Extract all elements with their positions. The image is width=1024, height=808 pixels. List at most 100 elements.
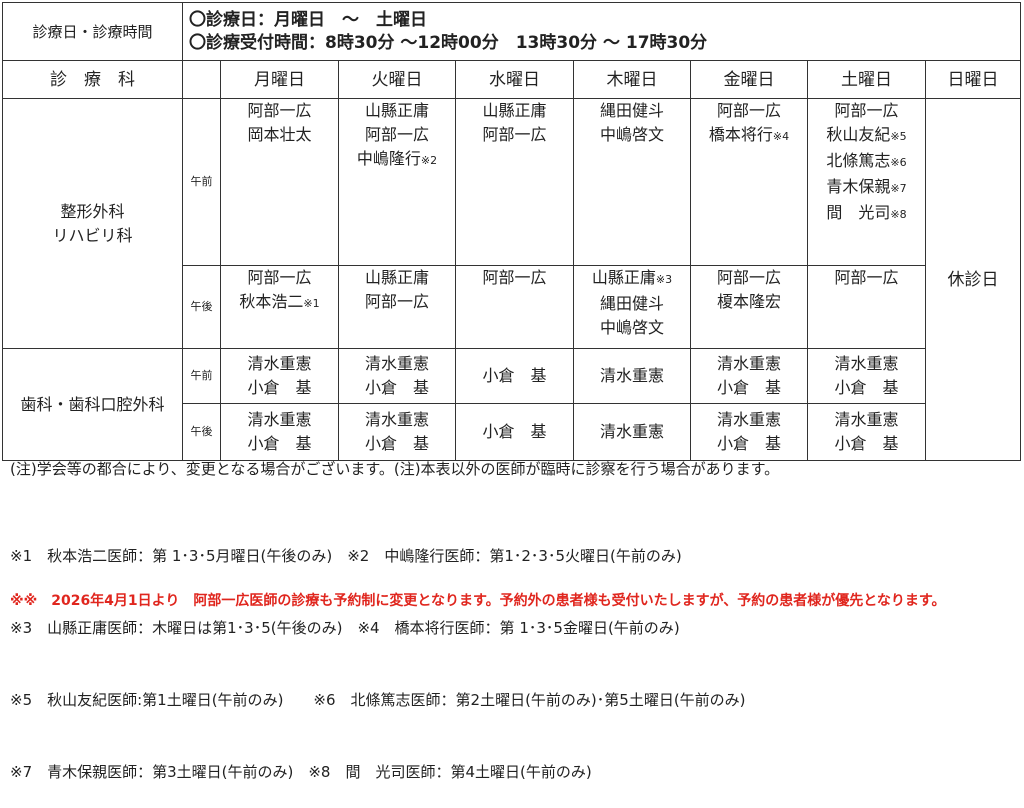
footnote: ※3 山縣正庸医師：木曜日は第1･3･5(午後のみ) ※4 橋本将行医師：第 1… [10,619,680,637]
doctor-name: 小倉 基 [716,434,781,453]
footnote: ※7 青木保親医師：第3土曜日(午前のみ) ※8 間 光司医師：第4土曜日(午前… [10,763,592,781]
doctor-name: 小倉 基 [247,434,312,453]
doctor-name: 清水重憲 [716,354,781,373]
doctor-name: 中嶋啓文 [599,318,664,337]
doctor-name: 秋本浩二※1 [239,292,320,311]
schedule-row: 午後 阿部一広 秋本浩二※1 山縣正庸 阿部一広 阿部一広 山縣正庸※3 縄田健斗 中嶋啓文 阿部… [3,265,1021,349]
schedule-cell: 小倉 基 [455,403,574,461]
doctor-name: 清水重憲 [247,354,312,373]
schedule-cell: 清水重憲 小倉 基 [220,348,339,404]
period-label: 午前 [182,98,221,266]
doctor-name: 小倉 基 [482,366,547,385]
schedule-cell: 阿部一広橋本将行※4 [690,98,808,266]
day-header: 月曜日 [220,60,339,99]
reservation-notice: ※※ 2026年4月1日より 阿部一広医師の診療も予約制に変更となります。予約外… [10,593,946,609]
schedule-table: 診療日・診療時間 〇診療日：月曜日 ～ 土曜日 〇診療受付時間：8時30分 ～12… [2,2,1022,461]
department-name-line: 歯科・歯科口腔外科 [20,394,165,414]
day-header: 木曜日 [573,60,691,99]
doctor-name: 小倉 基 [364,378,429,397]
schedule-cell: 清水重憲 小倉 基 [220,403,339,461]
doctor-name: 山縣正庸 [364,268,429,287]
doctor-name: 阿部一広 [482,125,547,144]
doctor-name: 清水重憲 [599,422,664,441]
doctor-name: 清水重憲 [716,410,781,429]
doctor-name: 阿部一広 [716,101,781,120]
doctor-name: 阿部一広 [482,268,547,287]
general-note: (注)学会等の都合により、変更となる場合がございます。(注)本表以外の医師が臨時… [10,460,780,478]
schedule-cell: 阿部一広 秋山友紀※5 北條篤志※6 青木保親※7 間 光司※8 [807,98,926,266]
doctor-name: 北條篤志※6 [826,151,907,170]
schedule-cell: 清水重憲 [573,403,691,461]
department-name-line: 整形外科 [60,201,125,221]
schedule-cell: 清水重憲 小倉 基 [807,403,926,461]
schedule-cell: 清水重憲 小倉 基 [338,403,456,461]
schedule-row: 歯科・歯科口腔外科 午前 清水重憲 小倉 基清水重憲 小倉 基小倉 基清水重憲 清水重憲小… [2,348,1021,461]
doctor-name: 阿部一広 [834,268,899,287]
doctor-name: 小倉 基 [834,434,899,453]
footnote: ※5 秋山友紀医師:第1土曜日(午前のみ) ※6 北條篤志医師：第2土曜日(午前… [10,691,746,709]
doctor-name: 山縣正庸 [482,101,547,120]
period-header [182,60,221,99]
department-name: 整形外科 リハビリ科 [2,98,183,349]
footnote: ※1 秋本浩二医師：第 1･3･5月曜日(午後のみ) ※2 中嶋隆行医師：第1･… [10,547,682,565]
day-header: 火曜日 [338,60,456,99]
schedule-cell: 阿部一広 岡本壮太 [220,98,339,266]
doctor-name: 小倉 基 [482,422,547,441]
days-line: 〇診療日：月曜日 ～ 土曜日 [189,9,427,30]
doctor-name: 縄田健斗 [599,294,664,313]
schedule-cell: 清水重憲 小倉 基 [690,403,808,461]
schedule-row: 整形外科 リハビリ科 午前 阿部一広 岡本壮太 山縣正庸 阿部一広 中嶋隆行※2 山縣正庸 阿部一… [2,98,1022,461]
doctor-name: 小倉 基 [364,434,429,453]
schedule-cell: 山縣正庸 阿部一広 [338,265,456,349]
doctor-name: 清水重憲 [364,354,429,373]
doctor-name: 阿部一広 [834,101,899,120]
hours-info: 〇診療日：月曜日 ～ 土曜日 〇診療受付時間：8時30分 ～12時00分 13時3… [181,2,1022,61]
schedule-cell: 縄田健斗 中嶋啓文 [573,98,691,266]
doctor-name: 榎本隆宏 [716,292,781,311]
doctor-name: 阿部一広 [247,101,312,120]
doctor-name: 清水重憲 [834,410,899,429]
doctor-name: 中嶋啓文 [599,125,664,144]
doctor-name: 間 光司※8 [826,203,907,222]
doctor-name: 小倉 基 [716,378,781,397]
department-name: 歯科・歯科口腔外科 [2,348,183,461]
doctor-name: 清水重憲 [247,410,312,429]
doctor-name: 阿部一広 [716,268,781,287]
schedule-cell: 阿部一広 [455,265,574,349]
doctor-name: 清水重憲 [364,410,429,429]
dept-header: 診 療 科 [2,60,183,99]
day-header: 日曜日 [924,60,1022,99]
day-header: 金曜日 [690,60,808,99]
doctor-name: 秋山友紀※5 [826,125,907,144]
hours-label: 診療日・診療時間 [2,2,183,61]
period-label: 午後 [182,265,221,349]
schedule-cell: 清水重憲 小倉 基 [807,348,926,404]
schedule-cell: 山縣正庸※3 縄田健斗中嶋啓文 [573,265,691,349]
schedule-cell: 清水重憲 小倉 基 [690,348,808,404]
schedule-cell: 阿部一広 [807,265,926,349]
reception-hours-line: 〇診療受付時間：8時30分 ～12時00分 13時30分 ～ 17時30分 [189,32,708,53]
doctor-name: 山縣正庸※3 [591,268,673,287]
schedule-cell: 阿部一広 榎本隆宏 [690,265,808,349]
period-label: 午前 [182,348,221,404]
period-label: 午後 [182,403,221,461]
doctor-name: 小倉 基 [247,378,312,397]
doctor-name: 中嶋隆行※2 [356,149,438,168]
doctor-name: 山縣正庸 [364,101,429,120]
doctor-name: 橋本将行※4 [708,125,790,144]
doctor-name: 清水重憲 [834,354,899,373]
schedule-cell: 清水重憲 小倉 基 [338,348,456,404]
doctor-name: 阿部一広 [364,292,429,311]
doctor-name: 阿部一広 [364,125,429,144]
doctor-name: 岡本壮太 [247,125,312,144]
schedule-cell: 山縣正庸 阿部一広 [455,98,574,266]
schedule-row: 午後 清水重憲 小倉 基清水重憲 小倉 基小倉 基清水重憲 清水重憲 小倉 基清水重憲 小倉… [3,403,1021,461]
schedule-cell: 小倉 基 [455,348,574,404]
schedule-cell: 山縣正庸阿部一広中嶋隆行※2 [338,98,456,266]
day-header: 水曜日 [455,60,574,99]
sunday-closed: 休診日 [924,98,1022,461]
department-name-line: リハビリ科 [52,225,133,245]
schedule-cell: 清水重憲 [573,348,691,404]
doctor-name: 縄田健斗 [599,101,664,120]
doctor-name: 阿部一広 [247,268,312,287]
